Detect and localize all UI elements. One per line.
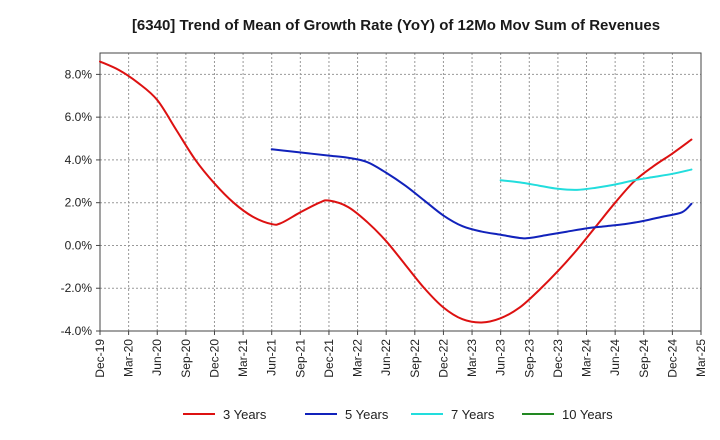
x-tick-label: Mar-20 [122,339,136,377]
x-tick-label: Dec-24 [665,339,679,378]
x-tick-label: Sep-23 [522,339,536,378]
series-lines [99,60,693,324]
x-tick-label: Mar-23 [465,339,479,377]
y-tick-label: 0.0% [65,238,93,252]
plot-area [100,53,701,331]
x-tick-label: Sep-21 [293,339,307,378]
y-axis: -4.0% -2.0% 0.0% 2.0% 4.0% 6.0% 8.0% [61,67,100,338]
x-tick-label: Jun-20 [150,339,164,376]
x-tick-label: Jun-24 [608,339,622,376]
x-tick-label: Mar-21 [236,339,250,377]
y-tick-label: 2.0% [65,196,93,210]
series-line-5-years [270,148,693,240]
x-tick-label: Mar-25 [694,339,708,377]
y-tick-label: -2.0% [61,281,93,295]
x-tick-label: Jun-21 [265,339,279,376]
x-tick-label: Dec-20 [207,339,221,378]
x-tick-label: Sep-24 [637,339,651,378]
x-tick-label: Mar-22 [351,339,365,377]
y-tick-label: 4.0% [65,153,93,167]
chart-title: [6340] Trend of Mean of Growth Rate (YoY… [132,17,660,34]
x-tick-label: Jun-22 [379,339,393,376]
legend-label-3-years: 3 Years [223,407,267,422]
legend-label-7-years: 7 Years [451,407,495,422]
x-tick-label: Sep-22 [408,339,422,378]
y-tick-label: 8.0% [65,67,93,81]
x-tick-label: Dec-21 [322,339,336,378]
series-line-7-years [499,168,693,191]
legend-label-5-years: 5 Years [345,407,389,422]
y-tick-label: -4.0% [61,324,93,338]
legend: 3 Years 5 Years 7 Years 10 Years [183,407,613,422]
x-tick-label: Sep-20 [179,339,193,378]
x-axis: Dec-19 Mar-20 Jun-20 Sep-20 Dec-20 Mar-21 Jun-… [93,331,708,378]
x-tick-label: Jun-23 [494,339,508,376]
series-line-3-years [99,60,693,324]
grid-lines [100,53,701,332]
x-tick-label: Mar-24 [580,339,594,377]
legend-label-10-years: 10 Years [562,407,613,422]
x-tick-label: Dec-22 [436,339,450,378]
x-tick-label: Dec-19 [93,339,107,378]
plot-border [99,52,702,332]
x-tick-label: Dec-23 [551,339,565,378]
y-tick-label: 6.0% [65,110,93,124]
